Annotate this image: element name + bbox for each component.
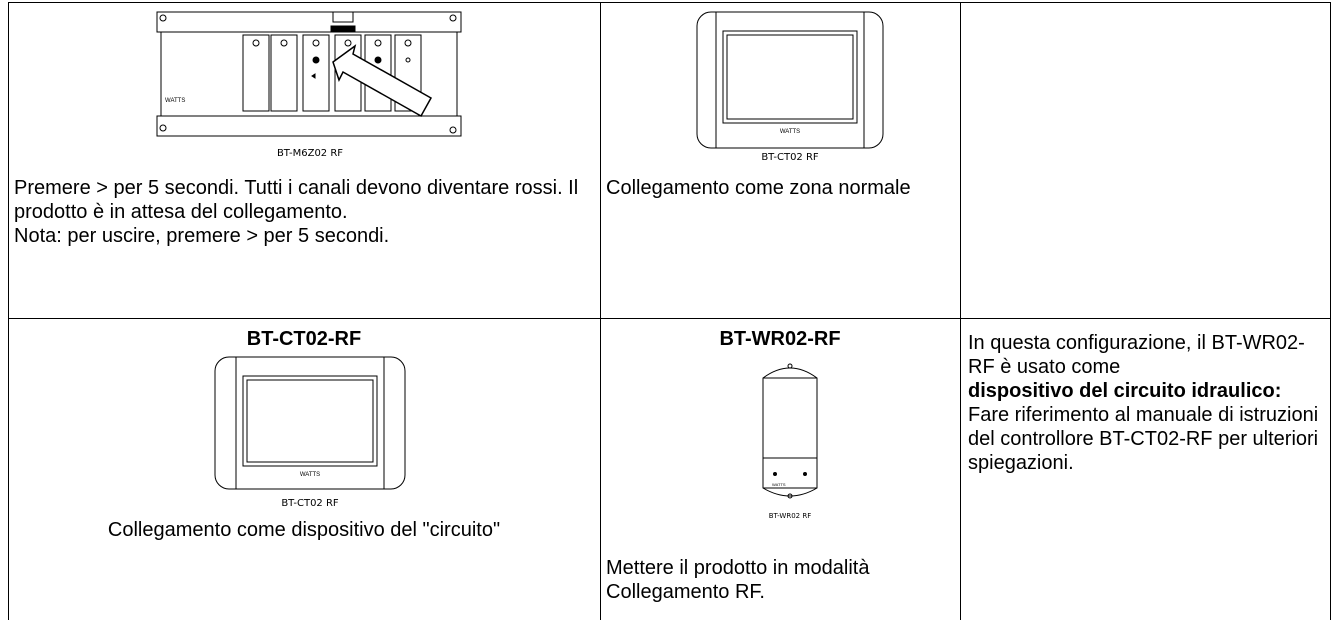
paragraph: In questa configurazione, il BT-WR02-RF … xyxy=(968,332,1305,378)
row-divider xyxy=(8,318,1331,319)
cell-title: BT-CT02-RF xyxy=(246,328,362,350)
paragraph-bold: dispositivo del circuito idraulico: xyxy=(968,380,1282,402)
column-border xyxy=(600,2,601,620)
column-border xyxy=(1330,2,1331,620)
logo: WATTS xyxy=(772,482,786,487)
paragraph: Premere > per 5 secondi. Tutti i canali … xyxy=(14,177,579,223)
paragraph: Nota: per uscire, premere > per 5 second… xyxy=(14,225,390,247)
device-drawing: WATTS xyxy=(156,11,462,137)
logo: WATTS xyxy=(300,472,320,478)
paragraph: Mettere il prodotto in modalità Collegam… xyxy=(606,557,870,603)
cell-text: Mettere il prodotto in modalità Collegam… xyxy=(606,556,946,604)
logo: WATTS xyxy=(780,129,800,135)
cell-title: BT-WR02-RF xyxy=(719,328,841,350)
image-caption: BT-WR02 RF xyxy=(768,512,812,520)
logo: WATTS xyxy=(165,98,185,104)
device-drawing: WATTS xyxy=(696,11,884,149)
cell-text: Collegamento come zona normale xyxy=(606,176,926,200)
image-caption: BT-CT02 RF xyxy=(281,498,339,509)
table-border xyxy=(8,2,1331,3)
image-caption: BT-M6Z02 RF xyxy=(276,148,344,159)
cell-text: Premere > per 5 secondi. Tutti i canali … xyxy=(14,176,592,248)
column-border xyxy=(8,2,9,620)
device-drawing: WATTS xyxy=(214,356,406,490)
image-caption: BT-CT02 RF xyxy=(761,152,819,163)
cell-text: In questa configurazione, il BT-WR02-RF … xyxy=(968,331,1328,475)
paragraph: Collegamento come zona normale xyxy=(606,177,911,199)
paragraph: Collegamento come dispositivo del "circu… xyxy=(107,519,501,541)
device-drawing: WATTS xyxy=(762,363,818,499)
cell-text: Collegamento come dispositivo del "circu… xyxy=(8,518,600,542)
paragraph: Fare riferimento al manuale di istruzion… xyxy=(968,404,1319,474)
column-border xyxy=(960,2,961,620)
